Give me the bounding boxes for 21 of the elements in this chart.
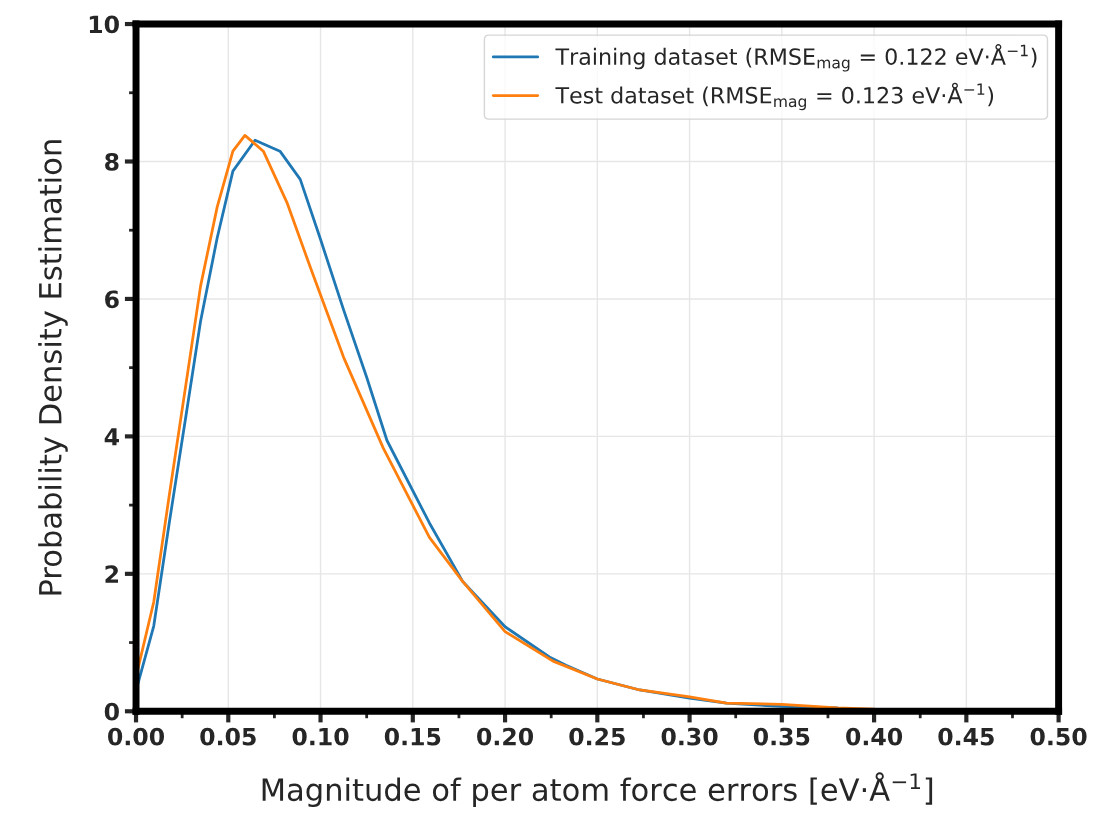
x-tick-label: 0.35 (753, 727, 810, 746)
x-tick-label: 0.30 (661, 727, 718, 746)
y-tick-label: 0 (104, 702, 119, 721)
x-tick-label: 0.20 (477, 727, 534, 746)
y-tick-label: 10 (89, 15, 119, 34)
x-tick-label: 0.15 (384, 727, 441, 746)
y-tick-label: 2 (105, 565, 118, 583)
x-tick-label: 0.45 (938, 727, 994, 746)
x-tick-label: 0.50 (1030, 727, 1087, 746)
y-tick-label: 6 (105, 290, 119, 309)
x-tick-label: 0.10 (292, 727, 349, 746)
legend-label: Test dataset (RMSE$_{mag}$ = 0.123 eV·Å$^{−1}$) (555, 82, 994, 111)
y-tick-label: 4 (104, 428, 119, 446)
y-tick-label: 8 (105, 152, 119, 171)
x-axis-title: Magnitude of per atom force errors [eV·Å$^{−1}$] (262, 772, 933, 808)
x-tick-label: 0.40 (846, 727, 903, 746)
x-tick-label: 0.05 (200, 727, 256, 746)
x-tick-label: 0.25 (569, 727, 625, 746)
y-axis-title: Probability Density Estimation (38, 140, 68, 595)
legend-label: Training dataset (RMSE$_{mag}$ = 0.122 eV·Å$^{−1}$) (555, 44, 1037, 72)
x-tick-label: 0.00 (108, 727, 165, 746)
